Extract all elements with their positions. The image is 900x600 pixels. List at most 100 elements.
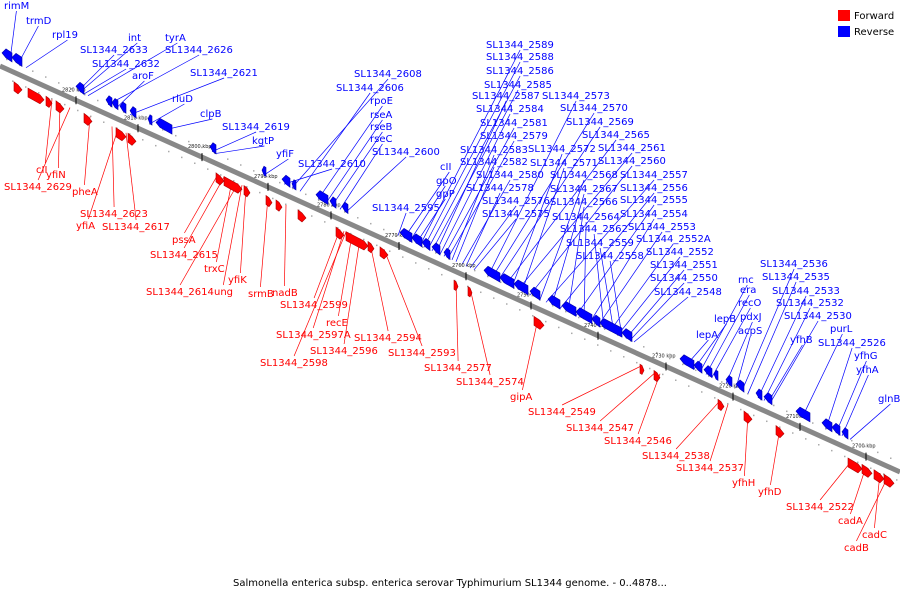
gene-label: SL1344_2526 <box>818 338 886 349</box>
label-leader-line <box>593 233 605 329</box>
gene-label: SL1344_2533 <box>772 286 840 297</box>
position-dot <box>45 76 47 78</box>
label-leader-line <box>240 186 247 274</box>
forward-gene-arrow <box>743 410 753 424</box>
gene-label: SL1344_2569 <box>566 117 634 128</box>
label-leader-line <box>397 212 407 236</box>
position-dot <box>71 88 73 90</box>
position-dot <box>662 373 664 376</box>
position-dot <box>474 269 476 272</box>
label-leader-line <box>455 166 495 262</box>
position-dot <box>38 92 40 94</box>
forward-gene-arrow <box>243 185 251 198</box>
position-dot <box>168 150 170 153</box>
label-leader-line <box>431 89 519 252</box>
gene-label: cadA <box>838 516 863 527</box>
label-leader-line <box>183 176 225 249</box>
position-dot <box>773 404 775 407</box>
position-dot <box>103 121 105 123</box>
position-dot <box>701 391 703 393</box>
gene-arrows <box>1 48 895 488</box>
label-leader-line <box>427 75 521 250</box>
label-leader-line <box>473 218 517 271</box>
position-dot <box>220 174 222 176</box>
position-dot <box>695 369 697 372</box>
label-leader-line <box>551 193 585 306</box>
position-dot <box>58 82 60 84</box>
position-dot <box>396 234 398 237</box>
kbp-tick-label: 2780 kbp <box>317 202 341 208</box>
position-dot <box>97 99 99 102</box>
reverse-gene-arrow <box>575 307 593 325</box>
label-leader-line <box>767 344 803 403</box>
position-dot <box>669 357 671 360</box>
forward-gene-arrow <box>873 469 885 484</box>
gene-label: yfhG <box>854 351 878 362</box>
label-leader-line <box>115 80 145 109</box>
gene-label: SL1344_2562 <box>560 224 628 235</box>
position-dot <box>292 187 294 190</box>
gene-label: SL1344_2600 <box>372 147 440 158</box>
label-leader-line <box>617 256 681 336</box>
label-leader-line <box>455 281 459 362</box>
gene-label: SL1344_2629 <box>4 182 72 193</box>
forward-gene-arrow <box>55 100 65 114</box>
gene-label: SL1344_2575 <box>482 209 550 220</box>
gene-label: trxC <box>204 264 225 275</box>
gene-label: SL1344_2552 <box>646 247 714 258</box>
position-dot <box>812 422 814 424</box>
label-leader-line <box>325 119 383 204</box>
legend-reverse-label: Reverse <box>854 27 894 38</box>
gene-label: yfiK <box>228 275 247 286</box>
gene-label: SL1344_2554 <box>620 209 688 220</box>
gene-label: int <box>128 33 141 44</box>
position-dot <box>188 140 190 143</box>
position-dot <box>337 227 339 229</box>
reverse-gene-arrow <box>795 406 811 423</box>
label-leader-line <box>801 333 843 418</box>
label-leader-line <box>769 320 819 404</box>
position-dot <box>766 420 768 423</box>
gene-label: SL1344_2565 <box>582 130 650 141</box>
legend-reverse-swatch <box>838 26 850 37</box>
gene-label: yfiA <box>76 221 95 232</box>
reverse-gene-arrow <box>281 174 291 188</box>
gene-label: SL1344_2580 <box>476 170 544 181</box>
kbp-tick-label: 2790 kbp <box>254 174 278 180</box>
gene-label: SL1344_2537 <box>676 463 744 474</box>
position-dot <box>123 111 125 113</box>
label-leader-line <box>184 174 219 234</box>
position-dot <box>682 363 684 366</box>
label-leader-line <box>841 374 869 436</box>
reverse-gene-arrow <box>841 427 849 440</box>
kbp-tick-label: 2810 kbp <box>124 115 148 121</box>
gene-label: pssA <box>172 235 196 246</box>
gene-label: rseC <box>370 134 392 145</box>
position-dot <box>734 387 736 389</box>
gene-label: SL1344_2558 <box>576 251 644 262</box>
position-dot <box>727 402 729 405</box>
reverse-gene-arrow <box>693 360 703 374</box>
label-leader-line <box>312 231 345 329</box>
label-leader-line <box>597 231 663 326</box>
label-leader-line <box>125 132 137 221</box>
reverse-gene-arrow <box>1 48 13 63</box>
gene-label: yfiN <box>46 170 66 181</box>
position-dot <box>175 134 177 137</box>
position-dot <box>799 416 801 418</box>
legend: Forward Reverse <box>838 10 894 38</box>
gene-label: srmB <box>248 289 274 300</box>
position-dot <box>64 103 66 106</box>
position-dot <box>786 410 788 413</box>
position-dot <box>565 310 567 313</box>
gene-label: SL1344_2571 <box>530 158 598 169</box>
reverse-gene-arrow <box>147 114 153 126</box>
gene-label: SL1344_2557 <box>620 170 688 181</box>
label-leader-line <box>517 152 633 290</box>
gene-label: SL1344_2581 <box>480 118 548 129</box>
label-leader-line <box>345 156 407 213</box>
label-leader-line <box>83 68 127 95</box>
gene-label: gipA <box>510 392 532 403</box>
gene-label: ung <box>214 287 233 298</box>
reverse-gene-arrow <box>431 242 441 256</box>
